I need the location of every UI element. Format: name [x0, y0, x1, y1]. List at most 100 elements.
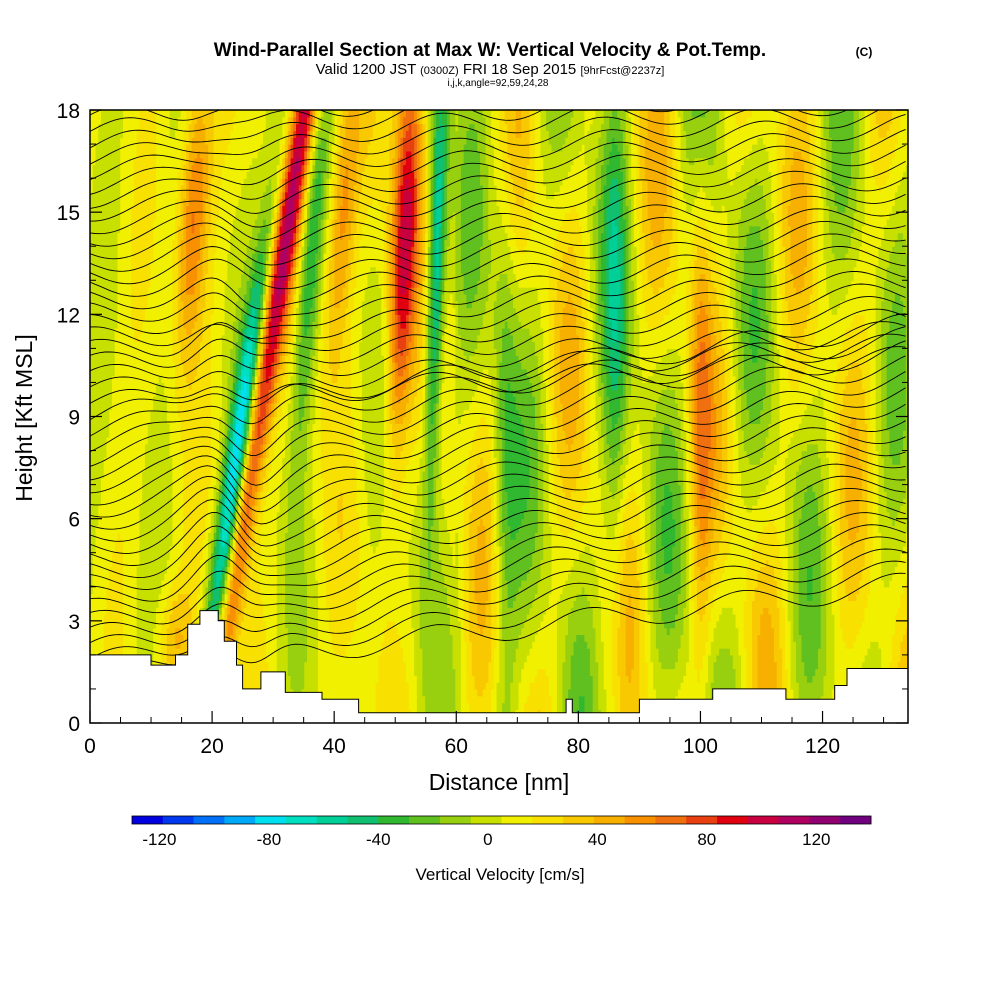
theta-contour-line — [90, 283, 906, 347]
theta-contour-line — [90, 560, 906, 660]
colorbar-swatch — [840, 816, 872, 824]
theta-contour-line — [90, 313, 906, 421]
theta-contour-line — [90, 170, 906, 235]
colorbar-swatch — [255, 816, 287, 824]
x-tick-label: 100 — [683, 735, 718, 758]
colorbar-swatch — [809, 816, 841, 824]
colorbar-tick-label: -40 — [366, 830, 391, 849]
colorbar-tick-label: 80 — [697, 830, 716, 849]
colorbar-swatch — [593, 816, 626, 824]
y-tick-label: 12 — [57, 304, 80, 327]
y-tick-label: 6 — [68, 509, 80, 532]
x-tick-label: 120 — [805, 735, 840, 758]
theta-contour-line — [90, 110, 880, 165]
subtitle-valid: Valid 1200 JST — [316, 61, 416, 78]
x-tick-label: 80 — [567, 735, 590, 758]
colorbar-swatch — [717, 816, 749, 824]
colorbar-label: Vertical Velocity [cm/s] — [415, 865, 584, 884]
colorbar-swatch — [132, 816, 164, 824]
theta-contour-line — [90, 463, 906, 566]
theta-contour-line — [90, 271, 906, 334]
theta-contour-line — [90, 128, 906, 195]
chart-subtitle: Valid 1200 JST (0300Z) FRI 18 Sep 2015 [… — [316, 61, 665, 78]
theta-contour-line — [90, 439, 906, 542]
chart-title-mark: (C) — [856, 45, 873, 59]
theta-contour-line — [90, 110, 849, 149]
y-tick-label: 0 — [68, 713, 80, 736]
theta-contour-line — [90, 387, 906, 494]
theta-contour-line — [90, 427, 906, 530]
theta-contour-line — [90, 195, 906, 260]
y-tick-label: 18 — [57, 100, 80, 123]
theta-contour-line — [90, 415, 906, 518]
axes: 0 20 40 60 80 100 120 0 3 6 9 12 15 18 — [57, 100, 908, 758]
theta-contour-line — [90, 487, 906, 590]
y-axis-label: Height [Kft MSL] — [11, 334, 37, 501]
theta-contour-line — [90, 296, 906, 357]
y-tick-label: 9 — [68, 407, 80, 430]
subtitle-utc: (0300Z) — [420, 65, 459, 77]
theta-contour-line — [90, 110, 677, 132]
colorbar-swatch — [532, 816, 564, 824]
theta-contour-line — [90, 548, 906, 646]
theta-contour-line — [90, 258, 906, 322]
y-tick-label: 15 — [57, 202, 80, 225]
theta-contour-line — [90, 333, 906, 389]
theta-contour-line — [90, 500, 906, 602]
colorbar-swatch — [686, 816, 718, 824]
subtitle-date: FRI 18 Sep 2015 — [463, 61, 576, 78]
colorbar-swatch — [439, 816, 472, 824]
theta-contour-line — [90, 371, 906, 481]
subtitle-forecast: [9hrFcst@2237z] — [580, 65, 664, 77]
y-tick-label: 3 — [68, 611, 80, 634]
theta-contour-line — [90, 403, 906, 506]
colorbar-swatch — [655, 816, 687, 824]
colorbar-tick-label: 40 — [588, 830, 607, 849]
colorbar-swatch — [193, 816, 225, 824]
colorbar-swatch — [778, 816, 810, 824]
theta-contours — [90, 110, 906, 676]
theta-contour-line — [90, 245, 906, 310]
theta-contour-line — [90, 208, 906, 272]
colorbar-tick-label: -80 — [257, 830, 282, 849]
colorbar-swatch — [316, 816, 348, 824]
colorbar-swatch — [624, 816, 656, 824]
x-tick-label: 60 — [445, 735, 468, 758]
theta-contour-line — [90, 144, 906, 209]
x-tick-label: 0 — [84, 735, 96, 758]
theta-contour-line — [90, 512, 906, 614]
x-tick-label: 40 — [322, 735, 345, 758]
plot-area — [90, 110, 908, 723]
colorbar-swatch — [409, 816, 441, 824]
colorbar: -120 -80 -40 0 40 80 120 — [131, 815, 872, 849]
colorbar-swatch — [747, 816, 780, 824]
chart-info-line: i,j,k,angle=92,59,24,28 — [448, 78, 549, 89]
theta-contour-line — [90, 308, 906, 368]
theta-contour-line — [90, 220, 906, 285]
theta-contour-line — [90, 536, 906, 636]
colorbar-tick-label: 120 — [802, 830, 830, 849]
theta-contour-line — [90, 355, 906, 467]
colorbar-swatch — [162, 816, 194, 824]
colorbar-swatch — [470, 816, 502, 824]
theta-contour-line — [90, 524, 906, 625]
colorbar-swatch — [285, 816, 318, 824]
theta-contour-line — [90, 326, 906, 437]
theta-contour-line — [90, 158, 906, 222]
theta-contour-line — [90, 321, 906, 379]
colorbar-swatch — [347, 816, 379, 824]
theta-contour-line — [90, 340, 906, 453]
colorbar-swatch — [378, 816, 410, 824]
colorbar-swatch — [501, 816, 533, 824]
colorbar-swatch — [563, 816, 595, 824]
colorbar-swatch — [224, 816, 256, 824]
x-axis-label: Distance [nm] — [429, 769, 570, 795]
theta-contour-line — [90, 183, 906, 247]
x-tick-label: 20 — [200, 735, 223, 758]
theta-contour-line — [90, 113, 906, 181]
theta-contour-line — [90, 346, 906, 404]
colorbar-frame — [131, 815, 872, 825]
theta-contour-line — [90, 475, 906, 579]
chart-title: Wind-Parallel Section at Max W: Vertical… — [214, 40, 766, 61]
